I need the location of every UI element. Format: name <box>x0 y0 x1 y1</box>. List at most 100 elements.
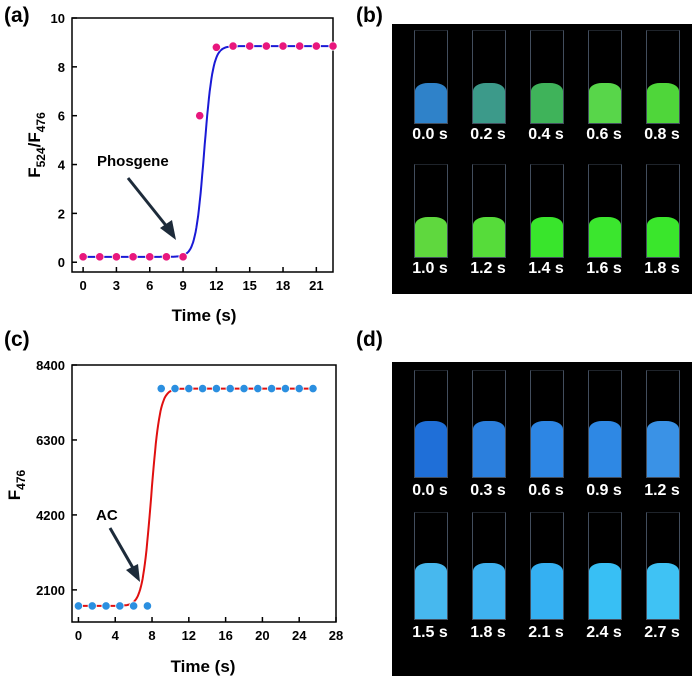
cuvette-liquid <box>531 563 563 619</box>
cuvette-d-1-1 <box>472 512 506 620</box>
chart-c-fit-line <box>78 387 313 607</box>
cuvette-liquid <box>473 217 505 257</box>
chart-a-ytick-label: 4 <box>58 158 66 173</box>
cuvette-d-1-3 <box>588 512 622 620</box>
chart-a-data-point <box>278 41 288 51</box>
chart-a-data-point <box>161 252 172 262</box>
chart-a-arrow <box>126 177 176 240</box>
chart-c-arrow <box>108 527 140 582</box>
chart-a-ytick-label: 8 <box>58 60 65 75</box>
chart-a-data-point <box>78 252 88 262</box>
chart-a-xtick-label: 3 <box>113 278 120 293</box>
chart-a-ytick-label: 0 <box>58 255 65 270</box>
chart-c-data-point <box>211 383 222 394</box>
chart-c-data-point <box>73 601 84 611</box>
chart-a-ytick-label: 6 <box>58 109 65 124</box>
photo-time-label: 1.4 s <box>528 260 564 277</box>
photo-time-label: 2.7 s <box>644 624 680 641</box>
photo-time-label: 0.3 s <box>470 482 506 499</box>
cuvette-b-1-2 <box>530 164 564 258</box>
chart-a-data-point <box>245 41 255 51</box>
cuvette-d-1-4 <box>646 512 680 620</box>
chart-a-xtick-label: 9 <box>179 278 186 293</box>
chart-c-annotation: AC <box>96 507 118 524</box>
chart-a-ylabel-sub2: 476 <box>34 112 48 132</box>
cuvette-liquid <box>531 83 563 123</box>
chart-c-data-point <box>156 383 166 394</box>
chart-a-ylabel-main: F <box>25 167 44 177</box>
cuvette-d-1-0 <box>414 512 448 620</box>
chart-a-xtick-label: 0 <box>79 278 86 293</box>
chart-c-data-point <box>239 383 249 394</box>
chart-a-ylabel-slash: /F <box>25 132 44 147</box>
chart-a-data-point <box>328 41 338 51</box>
chart-c-xtick-label: 0 <box>75 628 82 643</box>
chart-c-ytick-label: 2100 <box>36 583 65 598</box>
chart-c-data-point <box>280 383 291 394</box>
cuvette-b-1-4 <box>646 164 680 258</box>
panel-label-d: (d) <box>356 328 383 351</box>
chart-c-xlabel: Time (s) <box>171 657 236 676</box>
cuvette-liquid <box>647 217 679 257</box>
photo-time-label: 1.6 s <box>586 260 622 277</box>
cuvette-liquid <box>415 421 447 477</box>
chart-a-data-point <box>261 41 271 51</box>
chart-a-data-point <box>111 252 122 262</box>
chart-a-ytick-label: 2 <box>58 206 65 221</box>
cuvette-liquid <box>589 563 621 619</box>
cuvette-b-0-3 <box>588 30 622 124</box>
photo-panel-b: 0.0 s 0.2 s 0.4 s 0.6 s 0.8 s 1.0 s 1.2 s 1.4 s… <box>392 24 692 294</box>
chart-c-data-point <box>129 601 139 611</box>
chart-a-data-point <box>295 41 305 51</box>
cuvette-b-1-1 <box>472 164 506 258</box>
chart-c-ytick-label: 8400 <box>36 358 65 373</box>
chart-c-ytick-label: 6300 <box>36 433 65 448</box>
chart-c-xtick-label: 12 <box>182 628 196 643</box>
cuvette-liquid <box>647 83 679 123</box>
panel-label-a: (a) <box>4 4 30 27</box>
chart-c-xtick-label: 8 <box>148 628 155 643</box>
cuvette-liquid <box>415 217 447 257</box>
chart-c-data-point <box>294 383 304 394</box>
chart-c: 0 4 8 12 16 20 24 28 2100 4200 6300 8400 Time (s) F… <box>5 358 343 676</box>
chart-c-data-point <box>253 383 263 394</box>
chart-a-ylabel: F524/F476 <box>25 112 48 178</box>
photo-time-label: 1.8 s <box>644 260 680 277</box>
chart-a-data-point <box>95 252 105 262</box>
chart-c-xtick-label: 4 <box>112 628 120 643</box>
chart-c-data-point <box>308 383 318 394</box>
photo-time-label: 0.8 s <box>644 126 680 143</box>
chart-c-ylabel-sub: 476 <box>14 469 28 489</box>
cuvette-d-0-2 <box>530 370 564 478</box>
chart-a-xtick-label: 12 <box>209 278 223 293</box>
chart-c-ytick-label: 4200 <box>36 508 65 523</box>
chart-a-data-point <box>178 252 188 262</box>
cuvette-liquid <box>589 217 621 257</box>
chart-a-ylabel-sub1: 524 <box>34 147 48 167</box>
photo-time-label: 2.4 s <box>586 624 622 641</box>
chart-c-xtick-label: 24 <box>292 628 307 643</box>
chart-a-xtick-label: 21 <box>309 278 323 293</box>
cuvette-liquid <box>473 563 505 619</box>
cuvette-b-0-4 <box>646 30 680 124</box>
chart-c-data-point <box>115 601 125 611</box>
photo-time-label: 0.2 s <box>470 126 506 143</box>
cuvette-liquid <box>473 421 505 477</box>
chart-a-annotation: Phosgene <box>97 153 169 170</box>
chart-c-plot-frame <box>71 364 337 623</box>
cuvette-b-1-0 <box>414 164 448 258</box>
chart-a-xlabel: Time (s) <box>172 306 237 325</box>
photo-time-label: 0.6 s <box>586 126 622 143</box>
chart-a-ytick-label: 10 <box>51 11 65 26</box>
chart-c-xtick-label: 16 <box>218 628 232 643</box>
chart-a-data-point <box>145 252 155 262</box>
chart-c-ylabel: F476 <box>5 469 28 500</box>
cuvette-b-0-0 <box>414 30 448 124</box>
cuvette-liquid <box>647 563 679 619</box>
photo-time-label: 1.2 s <box>644 482 680 499</box>
chart-c-data-point <box>267 383 277 394</box>
chart-a: 0 3 6 9 12 15 18 21 0 2 4 6 8 10 Time (s) F524/F476 P… <box>25 11 338 325</box>
chart-c-data-point <box>170 383 180 394</box>
chart-a-xtick-label: 15 <box>242 278 256 293</box>
cuvette-b-0-1 <box>472 30 506 124</box>
